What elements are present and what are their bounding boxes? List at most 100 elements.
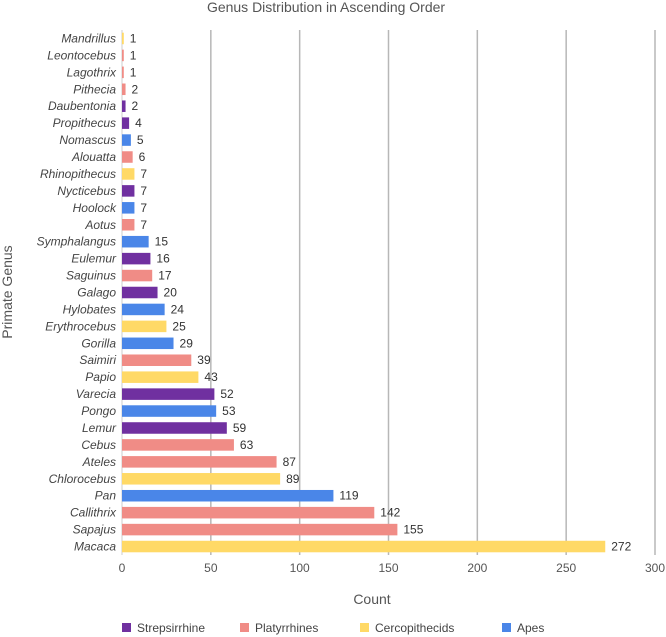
bar-gorilla (122, 337, 174, 350)
category-label: Nycticebus (57, 184, 116, 198)
bar-cebus (122, 439, 234, 451)
data-label: 63 (240, 438, 254, 452)
category-label: Callithrix (70, 506, 117, 520)
data-label: 1 (130, 65, 137, 79)
legend-swatch (240, 623, 249, 632)
bar-hoolock (122, 202, 135, 214)
x-tick-label: 50 (204, 561, 218, 575)
legend-label: Cercopithecids (375, 621, 454, 635)
x-tick-label: 250 (556, 561, 576, 575)
category-label: Hoolock (73, 201, 117, 215)
data-label: 1 (130, 31, 137, 45)
bar-hylobates (122, 303, 165, 316)
data-label: 7 (140, 167, 147, 181)
data-label: 24 (171, 302, 185, 316)
bar-pongo (122, 405, 217, 417)
bar-lemur (122, 422, 227, 434)
bar-alouatta (122, 151, 133, 163)
data-label: 43 (204, 370, 218, 384)
data-label: 2 (132, 82, 139, 96)
category-label: Leontocebus (47, 48, 116, 62)
bar-ateles (122, 456, 277, 468)
category-label: Pan (95, 489, 117, 503)
data-label: 39 (197, 353, 211, 367)
x-tick-label: 200 (467, 561, 487, 575)
category-label: Ateles (82, 455, 116, 469)
x-axis-ticks: 0 50 100 150 200 250 300 (119, 561, 666, 575)
bar-callithrix (122, 506, 375, 519)
category-label: Rhinopithecus (40, 167, 116, 181)
legend-swatch (502, 623, 511, 632)
category-label: Chlorocebus (49, 472, 116, 486)
category-label: Symphalangus (37, 235, 116, 249)
x-tick-label: 300 (645, 561, 665, 575)
x-tick-label: 100 (290, 561, 310, 575)
data-label: 17 (158, 269, 172, 283)
category-label: Macaca (74, 540, 116, 554)
data-label: 142 (380, 506, 400, 520)
bar-papio (122, 371, 199, 383)
bar-symphalangus (122, 235, 149, 248)
legend-label: Strepsirrhine (137, 621, 205, 635)
data-label: 6 (139, 150, 146, 164)
category-label: Hylobates (63, 302, 116, 316)
bar-nomascus (122, 134, 131, 146)
data-label: 52 (220, 387, 234, 401)
category-label: Propithecus (53, 116, 116, 130)
data-label: 29 (180, 336, 194, 350)
category-label: Nomascus (59, 133, 116, 147)
bar-leontocebus (122, 49, 124, 62)
bar-erythrocebus (122, 320, 167, 333)
bar-chlorocebus (122, 473, 281, 485)
category-label: Cebus (81, 438, 116, 452)
category-label: Alouatta (71, 150, 116, 164)
bar-macaca (122, 540, 606, 553)
category-label: Daubentonia (48, 99, 116, 113)
data-label: 59 (233, 421, 247, 435)
bar-nycticebus (122, 185, 135, 197)
category-label: Saguinus (66, 269, 116, 283)
bars: Mandrillus 1 Leontocebus 1 Lagothrix 1 Pitheci… (37, 31, 632, 553)
category-label: Lemur (82, 421, 117, 435)
bar-daubentonia (122, 100, 126, 112)
bar-eulemur (122, 252, 151, 265)
bar-propithecus (122, 117, 130, 129)
category-label: Pongo (81, 404, 116, 418)
data-label: 16 (156, 252, 170, 266)
data-label: 20 (164, 286, 178, 300)
legend-label: Apes (517, 621, 544, 635)
data-label: 25 (172, 319, 186, 333)
bar-sapajus (122, 523, 398, 536)
data-label: 87 (283, 455, 297, 469)
data-label: 119 (339, 489, 358, 503)
data-label: 7 (140, 201, 147, 215)
category-label: Varecia (76, 387, 117, 401)
category-label: Saimiri (79, 353, 116, 367)
category-label: Pithecia (73, 82, 116, 96)
data-label: 7 (140, 184, 147, 198)
bar-saguinus (122, 269, 153, 282)
data-label: 5 (137, 133, 144, 147)
bar-lagothrix (122, 66, 124, 79)
data-label: 7 (140, 218, 147, 232)
legend: Strepsirrhine Platyrrhines Cercopithecids A… (122, 621, 544, 635)
data-label: 2 (132, 99, 139, 113)
bar-pithecia (122, 83, 126, 96)
bar-mandrillus (122, 32, 124, 45)
legend-label: Platyrrhines (255, 621, 318, 635)
bar-rhinopithecus (122, 168, 135, 180)
category-label: Gorilla (81, 336, 116, 350)
data-label: 155 (403, 523, 423, 537)
y-axis-label: Primate Genus (0, 245, 15, 338)
category-label: Mandrillus (61, 31, 116, 45)
category-label: Galago (77, 286, 116, 300)
data-label: 1 (130, 48, 137, 62)
bar-saimiri (122, 354, 192, 366)
category-label: Aotus (84, 218, 116, 232)
x-axis-label: Count (353, 591, 390, 607)
bar-aotus (122, 219, 135, 231)
bar-pan (122, 489, 334, 502)
legend-swatch (360, 623, 369, 632)
category-label: Erythrocebus (45, 319, 116, 333)
